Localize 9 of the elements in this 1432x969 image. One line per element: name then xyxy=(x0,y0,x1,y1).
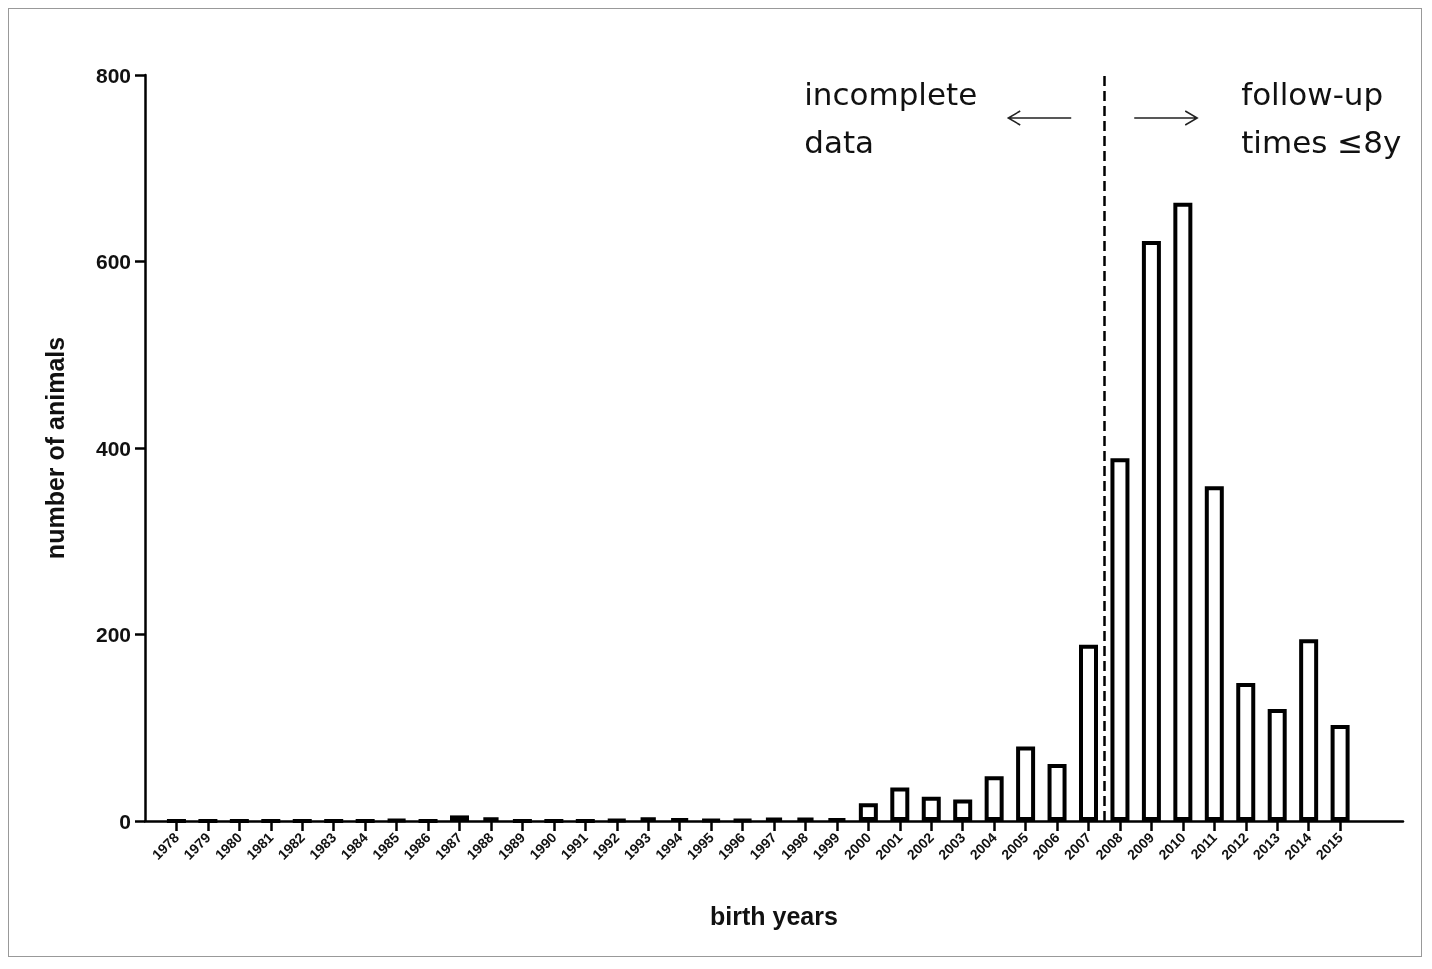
y-tick-label: 0 xyxy=(119,809,131,833)
y-tick-label: 800 xyxy=(95,63,131,87)
x-axis-title: birth years xyxy=(710,901,838,930)
annotation: incomplete data xyxy=(804,75,978,162)
y-tick-label: 400 xyxy=(95,436,131,460)
y-axis-title: number of animals xyxy=(40,336,69,560)
y-tick-label: 600 xyxy=(95,250,131,273)
annotation: follow-up times ≤8y xyxy=(1241,75,1402,162)
y-tick-label: 200 xyxy=(95,623,131,646)
